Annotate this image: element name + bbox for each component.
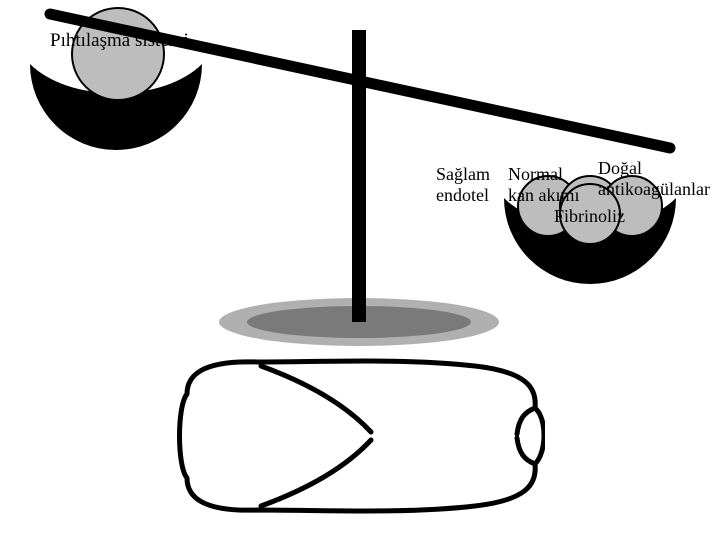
right-front-ball-label: Fibrinoliz [554, 206, 625, 227]
pivot-post [352, 30, 366, 322]
vessel-outer-wall [180, 361, 545, 511]
diagram-root: Pıhtılaşma sistemi Sağlam endotel Normal… [0, 0, 720, 540]
right-label-col2: Normal kan akımı [508, 164, 579, 205]
left-pan-label: Pıhtılaşma sistemi [50, 30, 189, 52]
right-label-col1: Sağlam endotel [436, 164, 490, 205]
vessel-diagram [175, 348, 545, 523]
right-label-col3: Doğal antikoagülanlar [598, 158, 710, 199]
